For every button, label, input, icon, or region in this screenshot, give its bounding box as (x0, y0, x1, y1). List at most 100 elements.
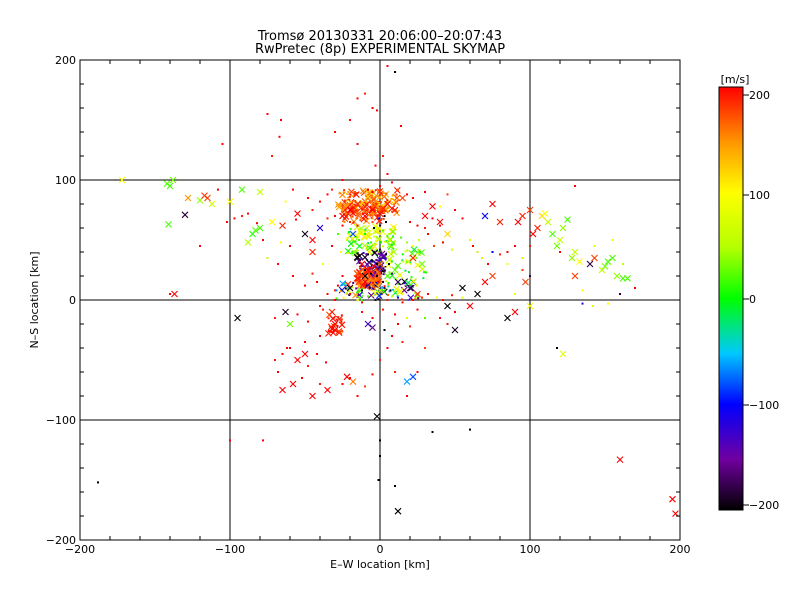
data-point-dot (346, 239, 348, 241)
data-point-cross (354, 254, 361, 262)
data-point-cross (357, 230, 365, 237)
data-point-cross (474, 290, 481, 298)
data-point-dot (401, 301, 404, 304)
data-point-dot (386, 234, 389, 237)
data-point-dot (325, 361, 327, 364)
data-point-cross (370, 242, 378, 250)
data-point-dot (394, 71, 396, 73)
data-point-dot (364, 279, 367, 282)
data-point-dot (281, 353, 284, 355)
data-point-cross (294, 356, 301, 364)
data-point-dot (377, 217, 380, 220)
data-point-dot (424, 191, 426, 193)
data-point-cross (364, 193, 372, 200)
data-point-dot (367, 253, 369, 256)
data-point-dot (311, 209, 314, 211)
x-tick-label: 100 (520, 543, 541, 556)
data-point-cross (375, 217, 383, 225)
data-point-cross (397, 287, 404, 295)
data-point-dot (364, 284, 367, 287)
data-point-dot (406, 395, 408, 397)
data-point-cross (376, 210, 384, 217)
data-point-dot (352, 221, 355, 224)
data-point-cross (489, 272, 496, 280)
data-point-cross (350, 218, 358, 225)
data-point-cross (514, 218, 522, 226)
data-point-dot (391, 250, 394, 253)
data-point-dot (97, 481, 99, 484)
data-point-cross (541, 210, 549, 217)
data-point-dot (574, 185, 576, 187)
data-point-dot (334, 131, 336, 133)
data-point-cross (553, 242, 561, 250)
data-point-dot (383, 285, 386, 288)
data-point-dot (374, 284, 377, 287)
data-point-dot (384, 257, 387, 260)
data-point-dot (418, 250, 421, 253)
data-point-dot (593, 245, 596, 247)
data-point-dot (559, 251, 561, 253)
data-point-dot (349, 228, 352, 231)
data-point-dot (382, 191, 385, 194)
data-point-dot (400, 236, 402, 239)
data-point-cross (376, 193, 384, 201)
data-point-dot (340, 318, 343, 321)
data-point-dot (346, 252, 349, 255)
data-point-cross (204, 194, 211, 202)
data-point-dot (289, 245, 291, 247)
grid-lines (80, 60, 680, 540)
data-point-dot (295, 218, 297, 221)
data-point-cross (389, 228, 397, 235)
data-point-dot (361, 274, 364, 277)
data-point-dot (382, 245, 385, 248)
data-point-dot (374, 240, 377, 243)
data-point-dot (353, 210, 356, 213)
data-point-dot (376, 236, 378, 239)
data-point-cross (184, 194, 192, 202)
data-point-dot (361, 238, 364, 241)
data-point-cross (331, 320, 339, 328)
data-point-dot (387, 282, 390, 285)
data-point-cross (256, 224, 264, 232)
data-point-dot (371, 217, 374, 220)
data-point-dot (397, 296, 399, 299)
data-point-cross (384, 200, 391, 208)
data-point-dot (304, 284, 306, 287)
data-point-dot (326, 193, 329, 196)
data-point-cross (329, 315, 337, 322)
data-point-dot (367, 295, 369, 298)
data-point-dot (277, 263, 279, 265)
data-point-dot (356, 282, 359, 285)
data-point-dot (397, 188, 399, 191)
data-point-cross (334, 201, 342, 208)
data-point-dot (296, 313, 299, 316)
data-point-dot (334, 299, 336, 301)
data-point-dot (391, 181, 393, 184)
data-point-dot (374, 189, 377, 192)
data-point-cross (444, 230, 451, 238)
data-point-cross (268, 218, 276, 226)
data-point-dot (410, 276, 413, 279)
data-point-cross (357, 228, 365, 236)
data-point-dot (622, 263, 624, 265)
data-point-dot (415, 256, 418, 259)
data-point-dot (607, 302, 609, 305)
data-point-dot (377, 200, 380, 203)
data-point-cross (234, 314, 241, 322)
data-point-cross (309, 236, 316, 244)
data-point-dot (351, 215, 354, 218)
data-point-cross (166, 182, 174, 190)
y-tick-labels: −200 −100 0 100 200 (46, 54, 76, 547)
data-point-dot (348, 231, 351, 234)
data-point-dot (407, 271, 410, 274)
data-point-dot (356, 395, 359, 397)
data-point-dot (433, 245, 435, 247)
data-point-cross (451, 326, 459, 334)
data-point-dot (374, 164, 377, 167)
data-point-cross (348, 188, 355, 196)
data-point-cross (568, 254, 576, 262)
data-point-dot (351, 250, 354, 253)
data-point-dot (406, 249, 409, 252)
data-point-dot (319, 305, 321, 307)
data-point-cross (353, 223, 361, 231)
